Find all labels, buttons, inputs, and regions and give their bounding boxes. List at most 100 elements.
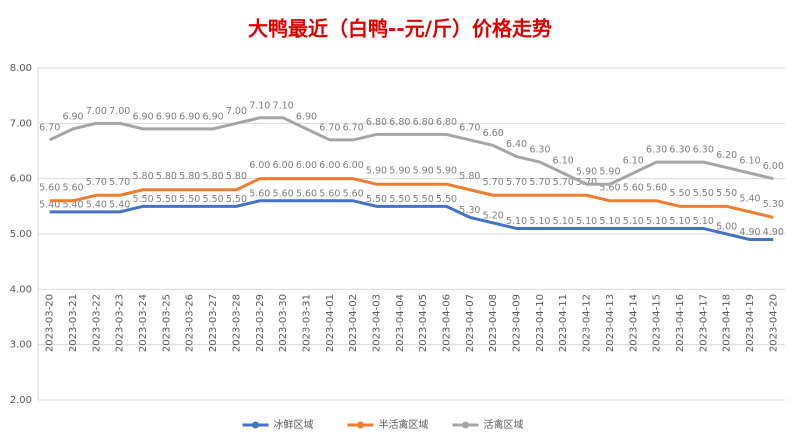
data-label: 5.60: [296, 188, 317, 199]
x-tick-label: 2023-03-29: [255, 294, 266, 352]
data-label: 5.30: [763, 199, 784, 210]
data-label: 5.10: [553, 216, 574, 227]
data-label: 7.00: [226, 106, 247, 117]
data-label: 5.60: [62, 182, 83, 193]
data-label: 5.40: [62, 199, 83, 210]
data-label: 5.90: [389, 166, 410, 177]
data-label: 5.50: [179, 194, 200, 205]
data-label: 5.70: [576, 177, 597, 188]
data-label: 6.20: [716, 150, 737, 161]
data-label: 5.50: [132, 194, 153, 205]
data-label: 6.30: [669, 145, 690, 156]
data-label: 6.90: [156, 111, 177, 122]
data-label: 5.60: [343, 188, 364, 199]
legend-marker: [252, 421, 259, 429]
data-label: 5.90: [366, 166, 387, 177]
x-tick-label: 2023-04-09: [512, 294, 523, 352]
data-label: 5.90: [413, 166, 434, 177]
data-label: 4.90: [763, 227, 784, 238]
data-label: 5.50: [226, 194, 247, 205]
data-label: 6.70: [39, 122, 60, 133]
data-label: 5.80: [459, 171, 480, 182]
x-tick-label: 2023-04-20: [768, 294, 779, 352]
data-label: 6.80: [366, 117, 387, 128]
data-label: 5.80: [203, 171, 224, 182]
data-label: 6.90: [132, 111, 153, 122]
data-label: 6.90: [296, 111, 317, 122]
x-tick-label: 2023-03-22: [91, 294, 102, 352]
y-tick-label: 4.00: [10, 284, 32, 295]
data-label: 5.90: [599, 167, 620, 178]
data-label: 5.60: [39, 182, 60, 193]
data-label: 6.40: [506, 139, 527, 150]
x-tick-label: 2023-04-03: [371, 294, 382, 352]
data-label: 5.10: [576, 216, 597, 227]
data-label: 7.10: [249, 100, 270, 111]
data-label: 6.00: [343, 160, 364, 171]
data-label: 6.90: [62, 111, 83, 122]
data-label: 6.60: [483, 128, 504, 139]
data-label: 5.60: [623, 182, 644, 193]
y-tick-label: 2.00: [10, 395, 32, 406]
data-label: 6.10: [623, 156, 644, 167]
data-label: 5.50: [669, 188, 690, 199]
x-tick-label: 2023-04-19: [745, 294, 756, 352]
legend-label: 冰鲜区域: [274, 418, 314, 431]
data-label: 5.50: [693, 188, 714, 199]
y-tick-label: 3.00: [10, 340, 32, 351]
y-tick-label: 6.00: [10, 174, 32, 185]
data-label: 5.50: [389, 194, 410, 205]
data-label: 6.80: [413, 117, 434, 128]
data-label: 5.90: [436, 166, 457, 177]
data-label: 6.00: [296, 160, 317, 171]
data-label: 5.10: [623, 216, 644, 227]
series-line: [49, 199, 774, 242]
legend-marker: [357, 421, 364, 429]
data-label: 5.10: [646, 216, 667, 227]
data-label: 5.80: [156, 171, 177, 182]
data-label: 5.50: [716, 188, 737, 199]
data-label: 5.70: [109, 177, 130, 188]
data-label: 7.00: [86, 106, 107, 117]
data-label: 5.10: [693, 216, 714, 227]
data-label: 5.10: [669, 216, 690, 227]
data-label: 6.70: [459, 122, 480, 133]
data-label: 5.60: [599, 182, 620, 193]
data-label: 6.00: [273, 160, 294, 171]
x-tick-label: 2023-04-01: [325, 294, 336, 352]
legend-marker: [462, 421, 469, 429]
series-line: [49, 116, 774, 186]
data-label: 6.30: [529, 145, 550, 156]
data-label: 5.20: [483, 210, 504, 221]
x-tick-label: 2023-03-23: [115, 294, 126, 352]
data-label: 5.40: [86, 199, 107, 210]
data-label: 6.70: [319, 122, 340, 133]
x-tick-label: 2023-04-05: [418, 294, 429, 352]
x-tick-label: 2023-04-02: [348, 294, 359, 352]
data-label: 5.80: [179, 171, 200, 182]
data-label: 5.40: [39, 199, 60, 210]
x-tick-label: 2023-03-24: [138, 294, 149, 352]
data-label: 5.50: [156, 194, 177, 205]
data-label: 7.10: [273, 100, 294, 111]
data-label: 6.10: [553, 156, 574, 167]
data-label: 5.70: [506, 177, 527, 188]
data-label: 6.70: [343, 122, 364, 133]
y-tick-label: 7.00: [10, 118, 32, 129]
data-label: 5.50: [366, 194, 387, 205]
x-tick-label: 2023-03-26: [185, 294, 196, 352]
data-label: 5.50: [203, 194, 224, 205]
x-tick-label: 2023-03-28: [231, 294, 242, 352]
x-tick-label: 2023-04-13: [605, 294, 616, 352]
x-tick-label: 2023-03-27: [208, 294, 219, 352]
data-label: 5.60: [319, 188, 340, 199]
data-label: 6.10: [739, 156, 760, 167]
data-label: 6.00: [763, 161, 784, 172]
data-label: 6.30: [646, 145, 667, 156]
data-label: 6.90: [203, 111, 224, 122]
y-tick-label: 8.00: [10, 63, 32, 74]
legend-label: 活禽区域: [484, 418, 524, 431]
data-label: 5.10: [506, 216, 527, 227]
